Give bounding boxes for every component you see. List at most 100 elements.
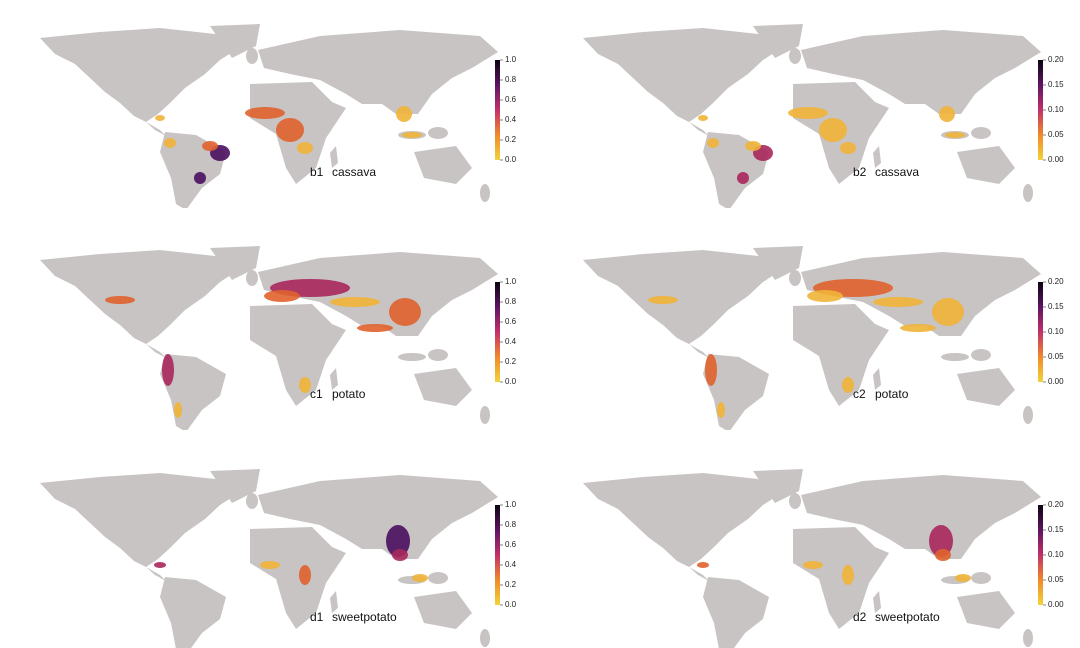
hotspot — [194, 172, 206, 184]
hotspot — [788, 107, 828, 119]
colorbar — [1038, 60, 1043, 160]
map-panel: d1 sweetpotato 0.0 0.2 0.4 0.6 0.8 1.0 — [40, 469, 517, 648]
map-panel: b2 cassava 0.00 0.05 0.10 0.15 0.20 — [583, 24, 1064, 210]
hotspot — [929, 525, 953, 557]
colorbar-tick-label: 0.6 — [505, 317, 517, 326]
panel-label: c2 — [853, 387, 866, 401]
world-map — [40, 246, 498, 432]
hotspot — [803, 561, 823, 569]
colorbar-tick-label: 0.6 — [505, 95, 517, 104]
hotspot — [276, 118, 304, 142]
hotspot — [386, 525, 410, 557]
colorbar-tick-label: 0.4 — [505, 560, 517, 569]
colorbar-tick-label: 0.15 — [1048, 80, 1064, 89]
colorbar-tick-label: 0.05 — [1048, 575, 1064, 584]
crop-name: cassava — [875, 165, 919, 179]
panel-label: c1 — [310, 387, 323, 401]
hotspot — [745, 141, 761, 151]
colorbar-tick-label: 0.00 — [1048, 377, 1064, 386]
hotspot — [155, 115, 165, 121]
hotspot — [402, 132, 422, 138]
hotspot — [174, 402, 182, 418]
hotspot — [698, 115, 708, 121]
colorbar — [495, 505, 500, 605]
hotspot — [707, 138, 719, 148]
crop-name: potato — [332, 387, 366, 401]
hotspot — [900, 324, 936, 332]
colorbar-tick-label: 1.0 — [505, 277, 517, 286]
colorbar-tick-label: 0.0 — [505, 155, 517, 164]
hotspot — [705, 354, 717, 386]
panel-label: b2 — [853, 165, 867, 179]
colorbar-tick-label: 1.0 — [505, 500, 517, 509]
hotspot — [842, 565, 854, 585]
hotspot — [389, 298, 421, 326]
colorbar-tick-label: 0.8 — [505, 297, 517, 306]
map-panel: c2 potato 0.00 0.05 0.10 0.15 0.20 — [583, 246, 1064, 432]
colorbar-tick-label: 0.05 — [1048, 352, 1064, 361]
map-panel: c1 potato 0.0 0.2 0.4 0.6 0.8 1.0 — [40, 246, 517, 432]
colorbar-tick-label: 0.8 — [505, 520, 517, 529]
hotspot — [245, 107, 285, 119]
hotspot — [955, 574, 971, 582]
colorbar-tick-label: 1.0 — [505, 55, 517, 64]
colorbar-tick-label: 0.20 — [1048, 277, 1064, 286]
hotspot — [162, 354, 174, 386]
colorbar-tick-label: 0.20 — [1048, 500, 1064, 509]
world-map — [583, 469, 1041, 648]
hotspot — [164, 138, 176, 148]
panel-label: d2 — [853, 610, 867, 624]
colorbar-tick-label: 0.2 — [505, 580, 517, 589]
hotspot — [202, 141, 218, 151]
hotspot — [842, 377, 854, 393]
colorbar-tick-label: 0.4 — [505, 337, 517, 346]
hotspot — [264, 290, 300, 302]
hotspot — [737, 172, 749, 184]
colorbar-tick-label: 0.15 — [1048, 302, 1064, 311]
colorbar-tick-label: 0.0 — [505, 600, 517, 609]
crop-name: cassava — [332, 165, 376, 179]
hotspot — [717, 402, 725, 418]
colorbar-tick-label: 0.0 — [505, 377, 517, 386]
hotspot — [840, 142, 856, 154]
hotspot — [330, 297, 380, 307]
map-panel: b1 cassava 0.0 0.2 0.4 0.6 0.8 1.0 — [40, 24, 517, 210]
crop-name: sweetpotato — [332, 610, 397, 624]
hotspot — [939, 106, 955, 122]
hotspot — [260, 561, 280, 569]
hotspot — [648, 296, 678, 304]
colorbar-tick-label: 0.2 — [505, 135, 517, 144]
hotspot — [945, 132, 965, 138]
colorbar — [495, 60, 500, 160]
colorbar-tick-label: 0.20 — [1048, 55, 1064, 64]
colorbar-tick-label: 0.00 — [1048, 600, 1064, 609]
hotspot — [299, 377, 311, 393]
hotspot — [105, 296, 135, 304]
colorbar-tick-label: 0.10 — [1048, 550, 1064, 559]
crop-name: sweetpotato — [875, 610, 940, 624]
colorbar-tick-label: 0.00 — [1048, 155, 1064, 164]
world-map — [583, 246, 1041, 432]
colorbar — [495, 282, 500, 382]
colorbar-tick-label: 0.2 — [505, 357, 517, 366]
panel-label: d1 — [310, 610, 324, 624]
hotspot — [299, 565, 311, 585]
hotspot — [396, 106, 412, 122]
colorbar-tick-label: 0.4 — [505, 115, 517, 124]
hotspot — [154, 562, 166, 568]
hotspot — [412, 574, 428, 582]
panel-label: b1 — [310, 165, 324, 179]
hotspot — [297, 142, 313, 154]
hotspot — [807, 290, 843, 302]
hotspot — [935, 549, 951, 561]
colorbar-tick-label: 0.10 — [1048, 105, 1064, 114]
colorbar-tick-label: 0.05 — [1048, 130, 1064, 139]
colorbar-tick-label: 0.6 — [505, 540, 517, 549]
map-panel: d2 sweetpotato 0.00 0.05 0.10 0.15 0.20 — [583, 469, 1064, 648]
colorbar-tick-label: 0.8 — [505, 75, 517, 84]
colorbar — [1038, 282, 1043, 382]
hotspot — [873, 297, 923, 307]
hotspot — [932, 298, 964, 326]
colorbar-tick-label: 0.15 — [1048, 525, 1064, 534]
